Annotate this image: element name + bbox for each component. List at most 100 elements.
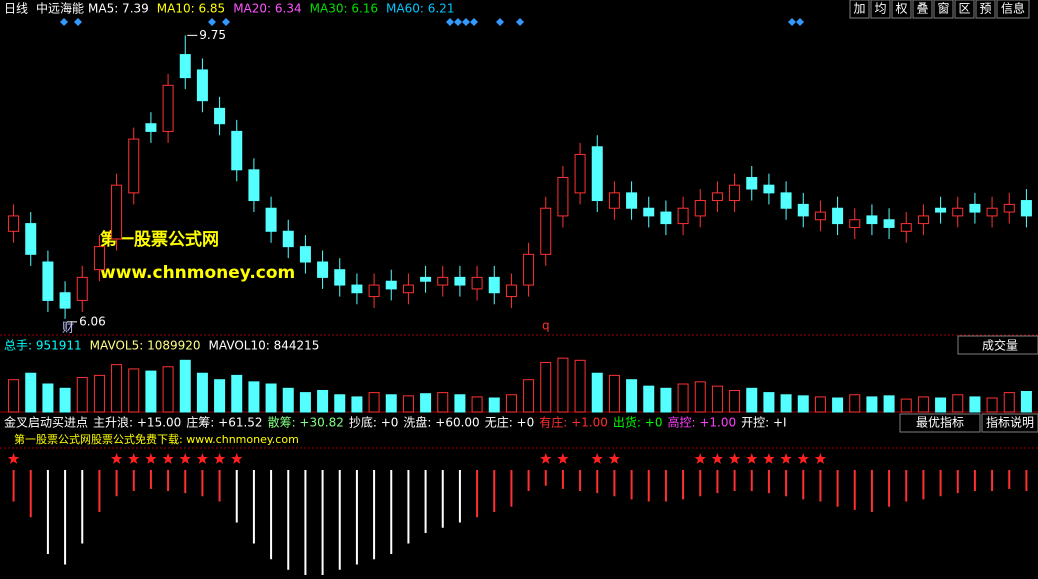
candle-body: [505, 284, 517, 298]
watermark: www.chnmoney.com: [100, 263, 295, 283]
volume-bar: [883, 395, 895, 413]
candle-body: [608, 192, 620, 209]
toolbar-label[interactable]: 窗: [937, 2, 949, 16]
volume-bar: [729, 389, 741, 413]
toolbar-button[interactable]: [975, 0, 996, 19]
note: q: [542, 319, 550, 333]
volume-button[interactable]: [957, 335, 1038, 355]
signal-star: [162, 453, 174, 464]
volume-bar: [935, 397, 947, 413]
candle-body: [179, 54, 191, 79]
candle-body: [1003, 203, 1015, 213]
candle-body: [145, 123, 157, 132]
volume-bar: [780, 394, 792, 413]
volume-bar: [660, 387, 672, 413]
candle-body: [866, 215, 878, 225]
toolbar-label[interactable]: 加: [853, 2, 865, 16]
toolbar-button[interactable]: [912, 0, 933, 19]
signal-star: [608, 453, 621, 464]
indicator-button-label[interactable]: 最优指标: [916, 415, 964, 430]
candle-body: [917, 215, 929, 225]
indicator-button[interactable]: [981, 413, 1038, 433]
toolbar-button[interactable]: [933, 0, 954, 19]
indicator-header: 有庄: +1.00: [539, 415, 608, 430]
toolbar-button[interactable]: [891, 0, 912, 19]
volume-bar: [952, 394, 964, 413]
volume-bar: [832, 397, 844, 413]
toolbar-button[interactable]: [849, 0, 870, 19]
indicator-button[interactable]: [899, 413, 981, 433]
volume-bar: [574, 359, 586, 413]
candle-body: [317, 261, 329, 278]
volume-bar: [248, 381, 260, 413]
indicator-header: 开控: +I: [741, 416, 786, 430]
candle-body: [711, 192, 723, 202]
volume-bar: [196, 372, 208, 413]
period: 日线: [4, 2, 28, 16]
candle-body: [832, 207, 844, 225]
volume-bar: [25, 372, 37, 413]
toolbar-label[interactable]: 叠: [916, 2, 928, 16]
candle-body: [643, 207, 655, 217]
candle-body: [814, 211, 826, 221]
volume-bar: [643, 385, 655, 413]
signal-star: [728, 453, 741, 464]
toolbar-label[interactable]: 预: [979, 2, 991, 16]
candle-body: [986, 207, 998, 217]
toolbar-button[interactable]: [954, 0, 975, 19]
volume-bar: [282, 387, 294, 413]
volume-button-label[interactable]: 成交量: [982, 338, 1018, 353]
volume-bar: [471, 396, 483, 413]
signal-star: [179, 453, 191, 464]
indicator-button-label[interactable]: 指标说明: [986, 415, 1034, 430]
volume-header: MAVOL5: 1089920: [90, 339, 201, 353]
volume-bar: [214, 379, 226, 413]
volume-bar: [299, 392, 311, 413]
signal-star: [213, 453, 226, 464]
volume-bar: [42, 383, 54, 413]
toolbar-label[interactable]: 权: [895, 2, 907, 16]
candle-body: [540, 207, 552, 255]
volume-bar: [76, 377, 88, 413]
candle-body: [351, 284, 363, 294]
candle-body: [231, 130, 243, 171]
volume-bar: [969, 396, 981, 413]
volume-bar: [814, 396, 826, 413]
volume-bar: [1003, 392, 1015, 413]
toolbar-button[interactable]: [870, 0, 891, 19]
volume-bar: [334, 394, 346, 413]
candle-body: [128, 138, 140, 194]
candle-body: [746, 177, 758, 190]
candle-body: [677, 207, 689, 225]
signal-star: [694, 453, 706, 464]
signal-star: [110, 453, 123, 464]
candle-body: [93, 246, 105, 271]
candle-body: [334, 269, 346, 286]
volume-bar: [437, 392, 449, 413]
candle-body: [694, 200, 706, 217]
candle-body: [368, 284, 380, 298]
candle-body: [402, 284, 414, 294]
toolbar-button[interactable]: [996, 0, 1030, 19]
indicator-header: 无庄: +0: [485, 415, 535, 430]
volume-bar: [128, 368, 140, 413]
candle-body: [797, 203, 809, 217]
volume-bar: [694, 381, 706, 413]
volume-bar: [59, 387, 71, 413]
volume-bar: [488, 397, 500, 413]
candle-body: [488, 276, 500, 294]
ma-value: MA20: 6.34: [233, 2, 301, 16]
candle-body: [952, 207, 964, 217]
volume-header: MAVOL10: 844215: [209, 339, 320, 353]
signal-star: [145, 453, 157, 464]
candle-body: [763, 184, 775, 194]
toolbar-label[interactable]: 区: [958, 2, 970, 16]
indicator-header: 主升浪: +15.00: [93, 415, 181, 430]
candle-body: [248, 169, 260, 202]
candle-body: [8, 215, 20, 232]
volume-bar: [763, 392, 775, 413]
toolbar-label[interactable]: 均: [874, 2, 886, 16]
ma-value: MA10: 6.85: [157, 2, 225, 16]
toolbar-label[interactable]: 信息: [1001, 1, 1025, 16]
